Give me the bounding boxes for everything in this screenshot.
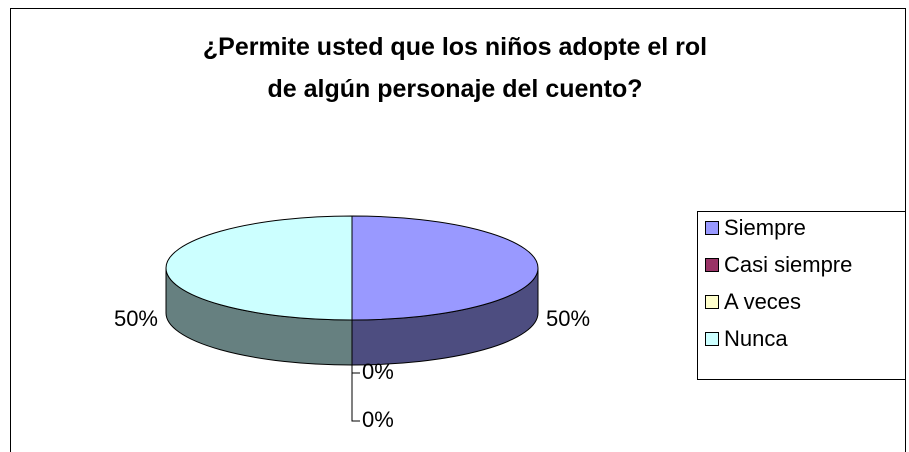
- legend-label: Siempre: [724, 215, 806, 240]
- data-label: 0%: [362, 359, 394, 384]
- pie-slice: [165, 215, 353, 321]
- pie-slice: [351, 215, 539, 321]
- legend-swatch: [705, 332, 719, 346]
- legend-box: [697, 211, 906, 380]
- legend-label: A veces: [724, 289, 801, 314]
- legend-label: Casi siempre: [724, 252, 852, 277]
- data-label: 50%: [114, 306, 158, 331]
- legend-label: Nunca: [724, 326, 788, 351]
- legend-swatch: [705, 258, 719, 272]
- legend-swatch: [705, 221, 719, 235]
- chart-title: ¿Permite usted que los niños adopte el r…: [203, 33, 707, 103]
- leader-line: [351, 365, 360, 422]
- legend-swatch: [705, 295, 719, 309]
- data-label: 0%: [362, 407, 394, 432]
- data-label: 50%: [546, 306, 590, 331]
